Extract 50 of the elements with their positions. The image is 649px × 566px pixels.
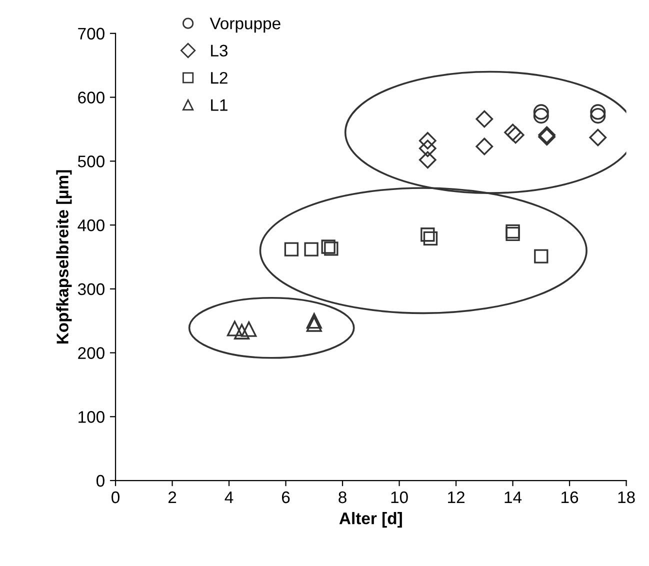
point (504, 124, 522, 142)
y-tick-label: 100 (78, 411, 104, 423)
x-tick-label: 4 (224, 492, 234, 504)
point (589, 128, 607, 146)
x-tick-label: 2 (168, 491, 176, 504)
y-tick-label: 0 (96, 474, 104, 487)
y-tick-label: 400 (78, 219, 104, 232)
y-tick-label: 200 (78, 347, 104, 359)
x-tick-label: 14 (504, 492, 522, 504)
point (506, 224, 520, 238)
x-tick-label: 16 (562, 491, 578, 504)
point (284, 242, 299, 256)
point (423, 231, 438, 246)
point (418, 140, 436, 158)
x-tick-label: 0 (112, 491, 120, 504)
x-tick-label: 12 (448, 491, 464, 504)
point (321, 240, 336, 254)
point (418, 151, 436, 169)
point (234, 324, 250, 340)
legend-label: L1 (211, 99, 228, 111)
point (420, 228, 435, 242)
y-tick-label: 500 (78, 156, 104, 168)
y-axis-title: Kopfkapselbreite [µm] (56, 170, 72, 344)
x-tick-label: 6 (282, 491, 290, 504)
point (533, 108, 549, 124)
point (506, 226, 520, 242)
legend-label: L3 (211, 44, 228, 57)
x-tick-label: 18 (618, 491, 635, 504)
x-tick-label: 8 (338, 491, 346, 504)
point (226, 320, 242, 336)
point (506, 126, 524, 144)
y-tick-label: 300 (78, 283, 104, 296)
point (534, 249, 548, 264)
point (418, 132, 436, 150)
y-tick-label: 700 (78, 28, 104, 40)
point (324, 242, 338, 256)
point (590, 108, 606, 124)
x-tick-label: 10 (391, 491, 408, 504)
x-axis-title: Alter [d] (339, 512, 402, 528)
point (590, 104, 606, 120)
point (241, 321, 257, 337)
point (306, 313, 322, 329)
point (476, 110, 494, 128)
y-tick-label: 600 (78, 92, 104, 104)
point (304, 242, 318, 256)
legend-label: L2 (211, 72, 228, 84)
point (476, 138, 494, 156)
legend-label: Vorpuppe (210, 18, 280, 33)
point (533, 104, 549, 120)
point (306, 316, 322, 332)
